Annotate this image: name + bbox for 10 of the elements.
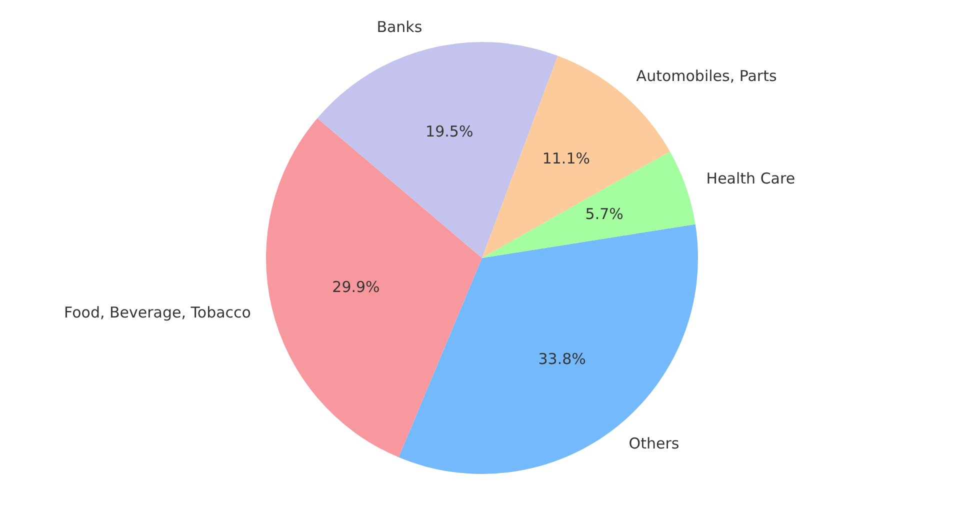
slice-label: Health Care [706,170,796,188]
slice-label: Banks [376,18,422,36]
slice-label: Others [628,434,680,453]
data-label: 11.1% [542,149,590,168]
slice-label: Food, Beverage, Tobacco [64,303,251,322]
data-label: 19.5% [426,122,474,140]
data-label: 5.7% [585,205,624,224]
data-label: 33.8% [538,350,586,368]
data-label: 29.9% [332,278,380,296]
slice-label: Automobiles, Parts [636,67,777,86]
